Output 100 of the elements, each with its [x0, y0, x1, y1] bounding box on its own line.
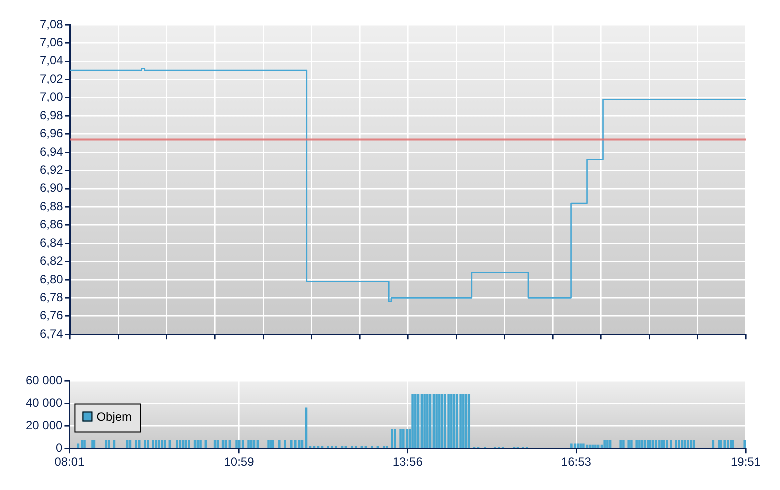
y-tick-label: 7,08: [40, 17, 64, 32]
bar: [278, 440, 281, 448]
bar: [692, 440, 696, 448]
bar: [93, 440, 96, 448]
y-tick-label: 40 000: [26, 396, 64, 410]
legend-label: Objem: [96, 410, 132, 424]
bar: [228, 440, 232, 448]
bar: [636, 440, 638, 448]
bar: [391, 429, 394, 448]
bar: [161, 440, 164, 448]
y-tick-label: 6,78: [40, 290, 64, 304]
bar: [224, 440, 228, 448]
bar: [400, 429, 402, 448]
bar: [168, 440, 172, 448]
y-tick-label: 6,92: [40, 163, 64, 178]
bar: [675, 440, 678, 448]
bar: [622, 440, 625, 448]
bar: [105, 440, 108, 448]
bar: [200, 440, 202, 448]
y-tick-label: 0: [56, 440, 64, 455]
bar: [81, 440, 84, 448]
bar: [242, 440, 244, 448]
bar: [194, 440, 196, 448]
bar: [214, 440, 216, 448]
bar: [586, 444, 588, 448]
bar: [588, 444, 592, 448]
bar: [108, 440, 110, 448]
bar: [158, 440, 160, 448]
bar: [580, 444, 582, 448]
y-tick-label: 6,80: [40, 272, 64, 286]
bar: [426, 394, 429, 448]
bar: [204, 440, 208, 448]
bar: [248, 440, 250, 448]
bar: [658, 440, 661, 448]
bar: [412, 394, 414, 448]
bar: [641, 440, 644, 448]
bar: [727, 440, 730, 448]
bar: [182, 440, 184, 448]
bar: [184, 440, 188, 448]
bar: [402, 429, 405, 448]
bar: [92, 440, 94, 448]
bar: [236, 440, 238, 448]
bar: [196, 440, 200, 448]
bar: [144, 440, 146, 448]
bar: [630, 440, 633, 448]
bar: [301, 440, 304, 448]
y-tick-label: 6,88: [40, 199, 64, 214]
y-tick-label: 6,98: [40, 108, 64, 122]
bar: [216, 440, 220, 448]
bar: [152, 440, 154, 448]
bar: [681, 440, 684, 448]
bar: [268, 440, 270, 448]
bar: [126, 440, 129, 448]
bar: [135, 440, 138, 448]
bar: [655, 440, 658, 448]
bar: [448, 394, 450, 448]
bar: [724, 440, 726, 448]
bar: [147, 440, 150, 448]
bar: [298, 440, 301, 448]
bar: [406, 429, 408, 448]
bar: [690, 440, 692, 448]
bar: [609, 440, 612, 448]
y-tick-label: 7,04: [40, 54, 64, 68]
y-tick-label: 60 000: [26, 373, 64, 388]
bar: [155, 440, 158, 448]
x-tick-label: 10:59: [224, 455, 255, 470]
bar: [620, 440, 622, 448]
bar: [570, 444, 573, 448]
y-tick-label: 6,86: [40, 218, 64, 232]
bar: [462, 394, 465, 448]
y-tick-label: 20 000: [26, 418, 64, 432]
bar: [628, 440, 630, 448]
bar: [256, 440, 260, 448]
x-tick-label: 16:53: [561, 455, 592, 470]
y-tick-label: 6,74: [40, 326, 64, 341]
y-tick-label: 6,90: [40, 181, 64, 196]
bar: [670, 440, 672, 448]
bar: [129, 440, 132, 448]
bar: [436, 394, 438, 448]
bar: [414, 394, 417, 448]
y-tick-label: 7,00: [40, 90, 64, 104]
bar: [222, 440, 224, 448]
bar: [592, 444, 594, 448]
bar: [744, 440, 746, 448]
bar: [652, 440, 655, 448]
y-tick-label: 7,02: [40, 72, 64, 86]
bar: [604, 440, 606, 448]
bar: [250, 440, 253, 448]
bar: [188, 440, 190, 448]
bar: [284, 440, 286, 448]
bar: [600, 444, 604, 448]
bar: [394, 429, 396, 448]
y-tick-label: 6,96: [40, 126, 64, 141]
bar: [438, 394, 441, 448]
bar: [460, 394, 462, 448]
x-tick-label: 08:01: [54, 455, 86, 470]
bar: [164, 440, 166, 448]
bar: [644, 440, 647, 448]
bar: [84, 440, 86, 448]
bar: [424, 394, 426, 448]
